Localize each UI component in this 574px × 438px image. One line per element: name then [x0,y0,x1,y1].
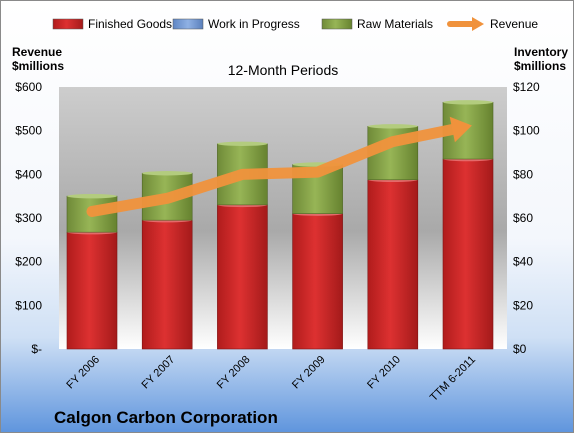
right-tick-label: $60 [513,211,533,225]
legend-swatch-0 [53,19,83,29]
left-tick-label: $500 [15,124,42,138]
bar-finished-goods [293,214,343,349]
bar-finished-goods [67,232,117,349]
bar-raw-materials-top [142,171,192,175]
bar-finished-goods [368,180,418,349]
left-axis-title-line1: Revenue [12,45,62,59]
left-tick-label: $600 [15,80,42,94]
bar-finished-goods [142,220,192,349]
legend-swatch-1 [173,19,203,29]
left-tick-label: $- [31,342,42,356]
right-tick-label: $20 [513,298,533,312]
bar-raw-materials-top [217,142,267,146]
right-tick-label: $0 [513,342,527,356]
right-tick-label: $40 [513,255,533,269]
company-title: Calgon Carbon Corporation [54,408,278,427]
chart-subtitle: 12-Month Periods [228,62,339,78]
right-tick-label: $120 [513,80,540,94]
right-axis-title-line1: Inventory [514,45,568,59]
legend-label-1: Work in Progress [208,17,300,31]
right-axis-title-line2: $millions [514,59,566,73]
bar-finished-goods [443,159,493,349]
legend-swatch-2 [322,19,352,29]
bar-finished-goods [217,205,267,349]
legend-label-2: Raw Materials [357,17,433,31]
left-tick-label: $200 [15,255,42,269]
left-tick-label: $300 [15,211,42,225]
right-tick-label: $80 [513,167,533,181]
left-tick-label: $400 [15,167,42,181]
bar-raw-materials-top [368,124,418,128]
left-tick-label: $100 [15,298,42,312]
right-tick-label: $100 [513,124,540,138]
bar-raw-materials-top [443,100,493,104]
bar-raw-materials-top [67,194,117,198]
legend-label-3: Revenue [490,17,538,31]
plot-area [59,87,507,349]
left-axis-title-line2: $millions [12,59,64,73]
legend-label-0: Finished Goods [88,17,172,31]
